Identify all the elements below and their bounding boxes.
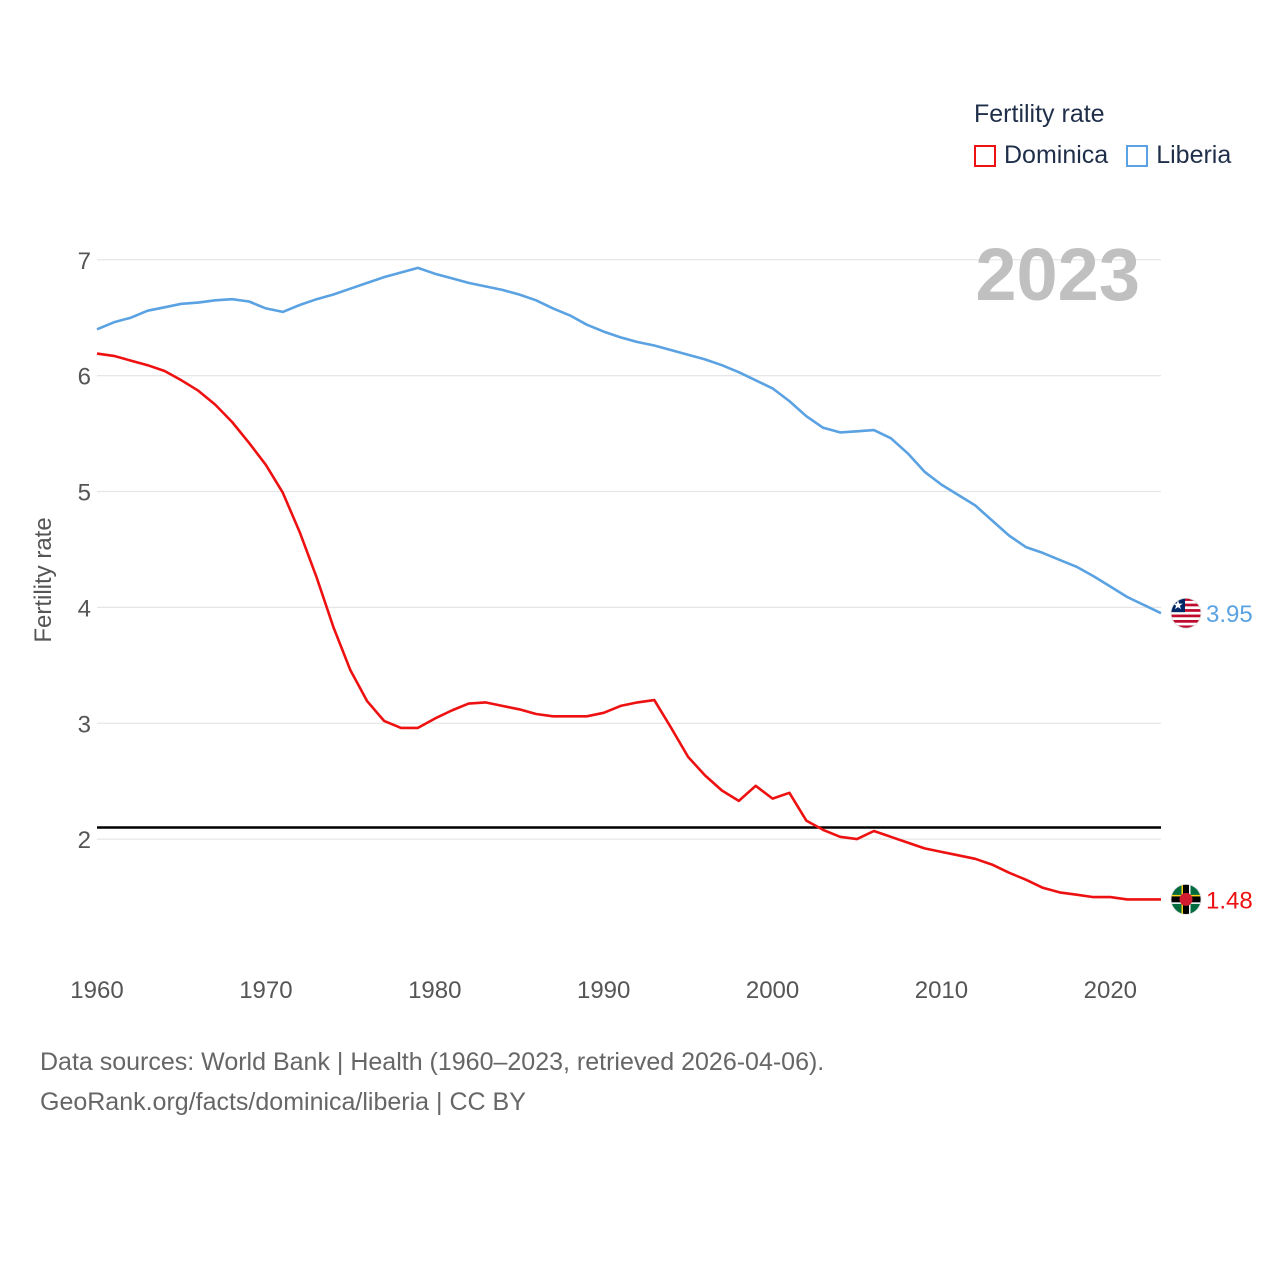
series-line-dominica: [96, 352, 1161, 901]
x-tick-1960: 1960: [70, 977, 123, 1004]
legend-label-liberia: Liberia: [1156, 141, 1232, 169]
series-lines: [96, 266, 1162, 901]
x-tick-1970: 1970: [239, 977, 292, 1004]
y-axis-label: Fertility rate: [30, 517, 57, 642]
x-tick-2010: 2010: [915, 977, 968, 1004]
y-tick-3: 3: [78, 711, 91, 738]
x-tick-2000: 2000: [746, 977, 799, 1004]
end-label-liberia: 3.95: [1206, 601, 1253, 628]
x-tick-2020: 2020: [1084, 977, 1137, 1004]
x-tick-1980: 1980: [408, 977, 461, 1004]
legend-item-liberia[interactable]: Liberia: [1126, 141, 1231, 170]
flag-icon-dominica: [1170, 883, 1202, 915]
x-axis-ticks: 1960 1970 1980 1990 2000 2010 2020: [70, 977, 1137, 1004]
attribution-link[interactable]: GeoRank.org/facts/dominica/liberia | CC …: [40, 1088, 526, 1116]
legend-swatch-liberia: [1126, 144, 1149, 167]
end-markers: 1.48 3.95: [1170, 597, 1253, 915]
data-sources-text: Data sources: World Bank | Health (1960–…: [40, 1048, 825, 1076]
y-tick-6: 6: [78, 364, 91, 391]
y-tick-5: 5: [78, 480, 91, 507]
legend: Fertility rate Dominica Liberia: [974, 100, 1249, 170]
legend-item-dominica[interactable]: Dominica: [974, 141, 1108, 170]
legend-title: Fertility rate: [974, 100, 1105, 128]
grid-lines: [97, 259, 1161, 840]
legend-label-dominica: Dominica: [1004, 141, 1109, 169]
footer: Data sources: World Bank | Health (1960–…: [40, 1042, 824, 1122]
year-watermark: 2023: [975, 233, 1140, 316]
x-tick-1990: 1990: [577, 977, 630, 1004]
flag-icon-liberia: [1170, 597, 1202, 629]
y-tick-7: 7: [78, 248, 91, 275]
y-axis-ticks: 2 3 4 5 6 7: [78, 248, 91, 854]
y-tick-2: 2: [78, 827, 91, 854]
legend-swatch-dominica: [974, 144, 996, 167]
y-tick-4: 4: [78, 595, 91, 622]
series-line-liberia: [96, 266, 1162, 615]
end-label-dominica: 1.48: [1206, 887, 1253, 914]
